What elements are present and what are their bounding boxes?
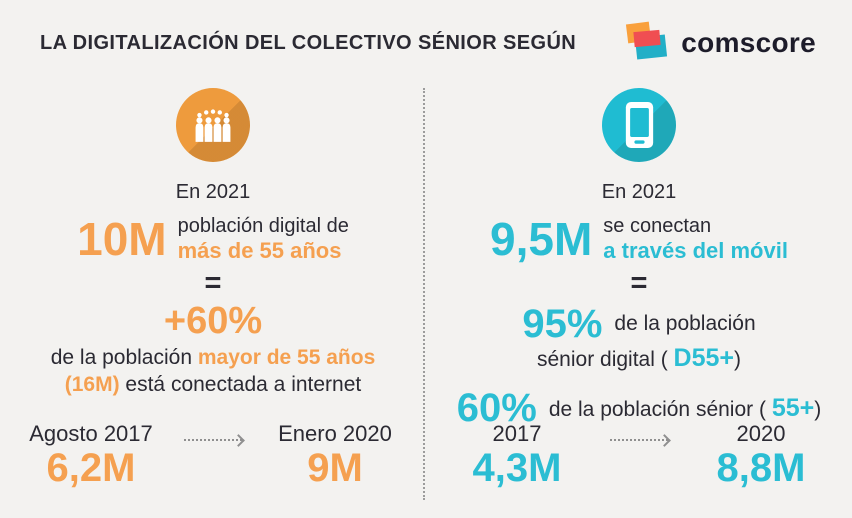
right-equals-sign: = (630, 267, 648, 300)
left-timeline: Agosto 2017 6,2M Enero 2020 9M (0, 421, 426, 491)
right-stat-95-line2-dark: sénior digital ( (536, 348, 674, 372)
dotted-arrow-right-icon (610, 439, 668, 441)
comscore-logo: comscore (626, 20, 816, 66)
right-big-number-desc: se conectan a través del móvil (603, 214, 788, 264)
left-timeline-to: Enero 2020 9M (255, 421, 415, 491)
left-timeline-to-label: Enero 2020 (278, 421, 392, 446)
right-stat-60-percent: 60% (456, 386, 537, 431)
left-para-highlight2: (16M) (64, 373, 120, 397)
right-desc-line2: a través del móvil (603, 238, 788, 263)
right-stat-95-line2-highlight: D55+ (673, 344, 735, 373)
mobile-phone-badge (602, 88, 676, 162)
left-percent-stat: +60% (163, 300, 263, 343)
right-stat-60-close: ) (814, 397, 822, 421)
right-stat-60: 60% de la población sénior ( 55+) (457, 388, 821, 428)
left-big-number-desc: población digital de más de 55 años (178, 214, 349, 264)
left-para-dark2: está conectada a internet (119, 373, 362, 397)
page-title: LA DIGITALIZACIÓN DEL COLECTIVO SÉNIOR S… (40, 31, 577, 54)
right-timeline-from-value: 4,3M (472, 446, 562, 491)
right-stat-60-highlight: 55+ (771, 393, 815, 422)
right-timeline-from-label: 2017 (492, 421, 542, 446)
left-desc-line2: más de 55 años (177, 238, 342, 263)
comscore-wordmark: comscore (681, 27, 816, 58)
left-para-dark1: de la población (50, 346, 198, 370)
right-stat-60-row: 60% de la población sénior ( 55+) (457, 388, 821, 428)
right-desc-line1: se conectan (603, 215, 712, 237)
left-year-label: En 2021 (175, 181, 251, 203)
right-stat-95-line2: sénior digital ( D55+) (522, 344, 755, 373)
right-timeline-to-label: 2020 (736, 421, 786, 446)
left-headline-stat: 10M población digital de más de 55 años (77, 214, 349, 264)
right-big-number: 9,5M (490, 213, 593, 266)
right-timeline-from: 2017 4,3M (437, 421, 597, 491)
left-column-digital-population: En 2021 10M población digital de más de … (0, 88, 426, 508)
right-stat-60-text: de la población sénior ( 55+) (549, 394, 821, 423)
right-headline-stat: 9,5M se conectan a través del móvil (490, 214, 788, 264)
right-stat-95: 95% de la población sénior digital ( D55… (522, 304, 755, 373)
right-column-mobile-connection: En 2021 9,5M se conectan a través del mó… (426, 88, 852, 508)
dotted-arrow-right-icon (184, 439, 242, 441)
right-stat-95-row: 95% de la población (522, 304, 755, 344)
left-desc-line1: población digital de (177, 215, 349, 237)
logo-red-shape (633, 29, 661, 48)
right-stat-60-dark: de la población sénior ( (548, 397, 772, 421)
comscore-logo-icon (626, 20, 669, 66)
right-stat-95-text: de la población (614, 312, 756, 336)
right-stat-95-percent: 95% (522, 302, 603, 347)
left-para-highlight1: mayor de 55 años (197, 346, 376, 370)
left-paragraph: de la población mayor de 55 años (16M) e… (51, 344, 376, 399)
right-timeline: 2017 4,3M 2020 8,8M (426, 421, 852, 491)
left-big-number: 10M (77, 213, 167, 266)
right-timeline-to-value: 8,8M (716, 446, 806, 491)
column-divider (423, 88, 425, 500)
right-timeline-to: 2020 8,8M (681, 421, 841, 491)
people-group-badge (176, 88, 250, 162)
left-timeline-to-value: 9M (307, 446, 363, 491)
right-stat-95-line2-close: ) (734, 348, 742, 372)
left-timeline-from-value: 6,2M (46, 446, 136, 491)
left-timeline-from: Agosto 2017 6,2M (11, 421, 171, 491)
right-year-label: En 2021 (601, 181, 677, 203)
people-group-icon (195, 109, 231, 142)
mobile-phone-icon (625, 101, 653, 149)
left-timeline-from-label: Agosto 2017 (29, 421, 153, 446)
left-equals-sign: = (204, 267, 222, 300)
header: LA DIGITALIZACIÓN DEL COLECTIVO SÉNIOR S… (40, 16, 816, 70)
